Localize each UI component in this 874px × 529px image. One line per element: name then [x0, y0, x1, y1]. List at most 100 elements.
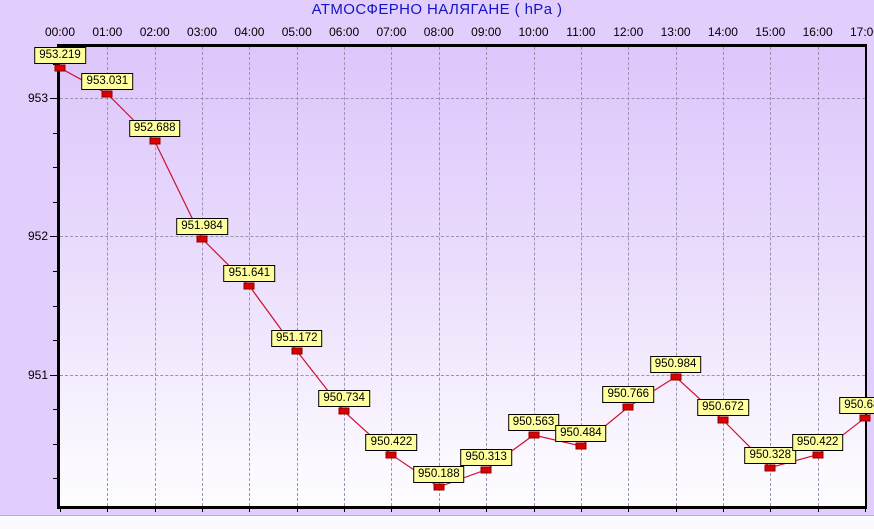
y-axis-minor-tick [53, 270, 57, 272]
gridline-vertical [770, 47, 772, 506]
gridline-horizontal [60, 236, 865, 238]
data-point-marker[interactable] [622, 403, 634, 411]
x-axis-tick-label: 11:00 [566, 25, 596, 39]
x-axis-tick-label: 01:00 [92, 25, 123, 39]
data-point-label: 950.563 [507, 414, 560, 432]
x-axis-tick-mark [107, 506, 109, 512]
x-axis-tick-mark [533, 506, 535, 512]
x-axis-tick-label: 10:00 [518, 25, 549, 39]
gridline-vertical [296, 47, 298, 506]
data-point-marker[interactable] [385, 451, 397, 459]
y-axis-tick-mark [50, 236, 57, 238]
x-axis-tick-label: 06:00 [329, 25, 360, 39]
gridline-vertical [675, 47, 677, 506]
y-axis-minor-tick [53, 132, 57, 134]
x-axis-tick-mark [770, 506, 772, 512]
data-point-label: 953.031 [81, 72, 134, 90]
gridline-vertical [865, 47, 866, 506]
data-point-label: 950.734 [318, 390, 370, 408]
x-axis-tick-mark [60, 506, 61, 512]
y-axis-tick-label: 952 [27, 229, 48, 244]
y-axis-minor-tick [53, 478, 57, 480]
gridline-vertical [628, 47, 630, 506]
data-point-label: 950.328 [744, 446, 797, 464]
data-point-marker[interactable] [717, 416, 729, 424]
data-point-marker[interactable] [243, 282, 255, 290]
data-point-marker[interactable] [764, 464, 776, 472]
bottom-strip [0, 515, 874, 529]
data-point-marker[interactable] [812, 451, 824, 459]
y-axis-minor-tick [53, 167, 57, 169]
x-axis-tick-mark [580, 506, 582, 512]
gridline-vertical [202, 47, 204, 506]
gridline-horizontal [60, 98, 865, 100]
gridline-vertical [344, 47, 346, 506]
data-point-label: 950.313 [460, 448, 512, 466]
y-axis-minor-tick [53, 443, 57, 445]
data-point-label: 950.484 [555, 424, 607, 442]
y-axis-tick-mark [50, 98, 57, 100]
x-axis-tick-mark [154, 506, 156, 512]
data-point-marker[interactable] [291, 347, 303, 355]
y-axis-minor-tick [53, 305, 57, 307]
x-axis-tick-label: 08:00 [423, 25, 454, 39]
gridline-vertical [107, 47, 109, 506]
data-point-label: 950.672 [697, 399, 749, 416]
y-axis-minor-tick [53, 63, 57, 65]
y-axis-minor-tick [53, 340, 57, 342]
x-axis-tick-label: 15:00 [755, 25, 786, 39]
x-axis-tick-label: 14:00 [707, 25, 738, 39]
x-axis-tick-mark [817, 506, 819, 512]
plot-area [57, 44, 867, 509]
y-axis-minor-tick [53, 201, 57, 203]
x-axis-tick-mark [865, 506, 866, 512]
gridline-vertical [486, 47, 488, 506]
x-axis-tick-mark [202, 506, 204, 512]
x-axis-tick-label: 17:00 [849, 25, 874, 39]
data-point-label: 950.422 [791, 433, 844, 451]
x-axis-tick-label: 12:00 [613, 25, 644, 39]
data-point-marker[interactable] [433, 483, 445, 491]
x-axis-tick-mark [628, 506, 630, 512]
data-point-marker[interactable] [859, 414, 871, 422]
x-axis-tick-mark [391, 506, 393, 512]
data-point-marker[interactable] [338, 407, 350, 415]
x-axis-tick-label: 03:00 [187, 25, 218, 39]
x-axis-tick-mark [722, 506, 724, 512]
gridline-vertical [722, 47, 724, 506]
y-axis-tick-label: 953 [27, 91, 48, 106]
gridline-vertical [438, 47, 440, 506]
data-point-marker[interactable] [528, 431, 540, 439]
y-axis-tick-mark [50, 374, 57, 376]
y-axis-minor-tick [53, 409, 57, 411]
gridline-horizontal [60, 374, 865, 376]
x-axis-tick-mark [675, 506, 677, 512]
x-axis-tick-mark [486, 506, 488, 512]
data-point-label: 950.422 [365, 433, 418, 451]
x-axis-tick-label: 02:00 [139, 25, 170, 39]
data-point-label: 952.688 [128, 120, 181, 138]
gridline-vertical [154, 47, 156, 506]
data-point-label: 950.766 [602, 386, 655, 403]
data-point-label: 950.188 [413, 465, 465, 483]
data-point-marker[interactable] [480, 466, 492, 474]
x-axis-tick-label: 09:00 [471, 25, 502, 39]
data-point-label: 951.984 [176, 217, 228, 235]
data-point-marker[interactable] [149, 137, 161, 145]
data-point-marker[interactable] [54, 64, 66, 72]
data-point-marker[interactable] [670, 373, 682, 381]
x-axis-tick-label: 00:00 [44, 25, 76, 39]
x-axis-tick-mark [344, 506, 346, 512]
data-point-marker[interactable] [196, 235, 208, 243]
data-point-label: 950.688 [839, 396, 874, 414]
data-point-marker[interactable] [101, 90, 113, 98]
data-point-marker[interactable] [575, 442, 587, 450]
x-axis-tick-label: 16:00 [802, 25, 833, 39]
data-point-label: 951.641 [223, 265, 276, 283]
x-axis-tick-mark [296, 506, 298, 512]
x-axis-tick-label: 13:00 [660, 25, 691, 39]
data-point-label: 953.219 [34, 46, 86, 64]
x-axis-tick-mark [438, 506, 440, 512]
x-axis-tick-mark [249, 506, 251, 512]
data-point-label: 951.172 [270, 329, 323, 347]
